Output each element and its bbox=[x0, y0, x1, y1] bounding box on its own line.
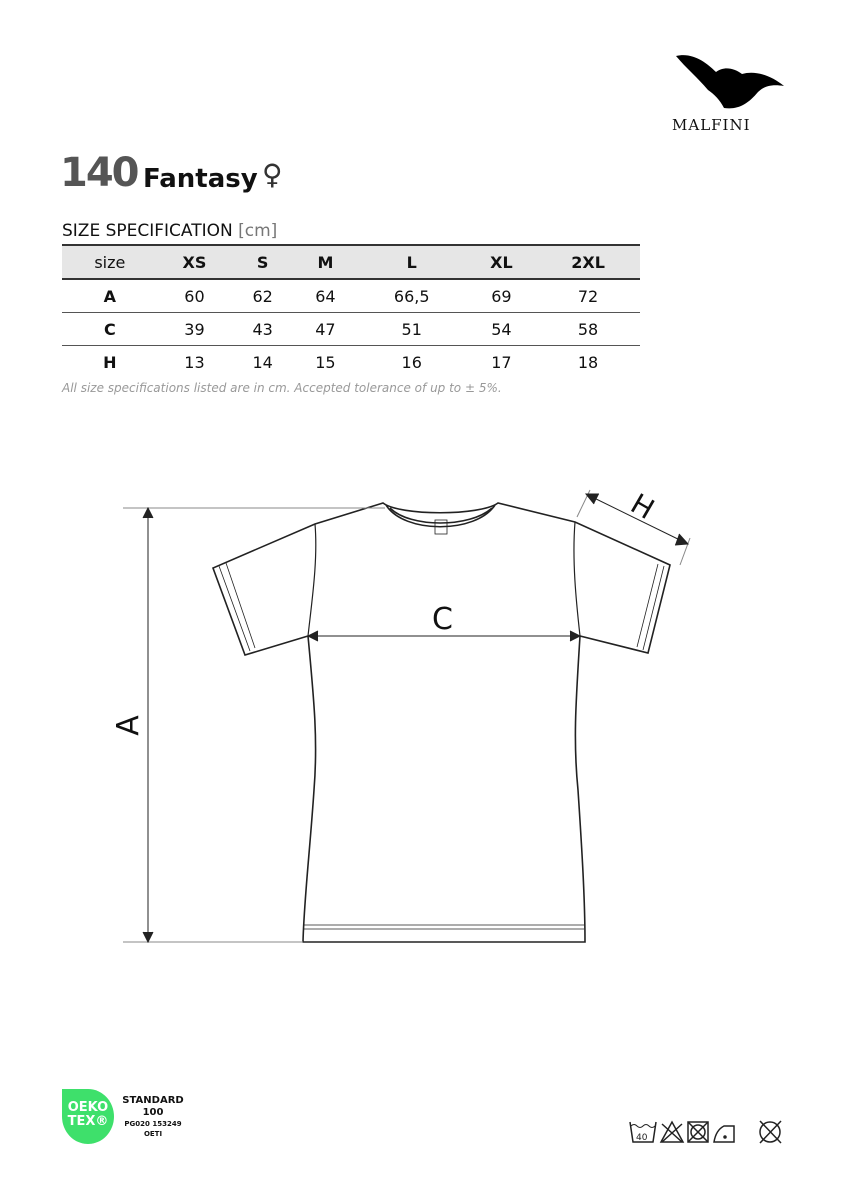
tshirt-diagram bbox=[123, 489, 691, 944]
table-cell: 51 bbox=[401, 319, 422, 339]
table-cell: 66,5 bbox=[393, 286, 430, 306]
header-cell: 2XL bbox=[571, 252, 605, 272]
header-cell: XS bbox=[182, 252, 207, 272]
dimension-label-a: A bbox=[110, 715, 146, 736]
header-cell: M bbox=[317, 252, 334, 272]
oeko-line2: TEX® bbox=[67, 1114, 109, 1129]
row-label: A bbox=[103, 286, 117, 306]
header-cell: size bbox=[94, 252, 126, 272]
table-row: A 60 62 64 66,5 69 72 bbox=[62, 279, 640, 313]
table-cell: 47 bbox=[315, 319, 336, 339]
product-code: 140 bbox=[60, 150, 139, 196]
row-label: H bbox=[103, 352, 117, 372]
table-cell: 54 bbox=[491, 319, 512, 339]
no-bleach-icon bbox=[659, 1120, 685, 1143]
table-header-row: size XS S M L XL 2XL bbox=[62, 245, 640, 279]
iron-low-icon bbox=[713, 1125, 735, 1143]
standard-number: 100 bbox=[142, 1107, 164, 1118]
table-cell: 43 bbox=[252, 319, 273, 339]
wash-40-icon: 40 bbox=[629, 1121, 657, 1143]
table-cell: 62 bbox=[252, 286, 273, 306]
table-row: C 39 43 47 51 54 58 bbox=[62, 313, 640, 346]
row-label: C bbox=[103, 319, 116, 339]
no-tumble-dry-icon bbox=[687, 1121, 709, 1143]
table-row: H 13 14 15 16 17 18 bbox=[62, 346, 640, 379]
table-cell: 39 bbox=[184, 319, 205, 339]
header-cell: L bbox=[406, 252, 417, 272]
table-cell: 17 bbox=[491, 352, 512, 372]
size-table: size XS S M L XL 2XL A 60 62 64 66,5 69 72 C 39 4… bbox=[62, 244, 640, 378]
spec-unit: [cm] bbox=[238, 221, 278, 241]
table-cell: 14 bbox=[252, 352, 273, 372]
header-cell: XL bbox=[490, 252, 513, 272]
oeko-line1: OEKO bbox=[67, 1100, 109, 1115]
table-cell: 60 bbox=[184, 286, 205, 306]
table-cell: 15 bbox=[315, 352, 336, 372]
brand-name: MALFINI bbox=[672, 116, 751, 134]
product-name: Fantasy bbox=[143, 164, 258, 194]
care-icons: 40 bbox=[629, 1120, 782, 1144]
table-cell: 13 bbox=[184, 352, 205, 372]
no-dry-clean-icon bbox=[759, 1120, 782, 1144]
table-cell: 58 bbox=[577, 319, 599, 339]
spec-title: SIZE SPECIFICATION [cm] bbox=[62, 221, 277, 241]
svg-text:40: 40 bbox=[636, 1133, 648, 1143]
tshirt-outline bbox=[211, 502, 671, 943]
header-cell: S bbox=[256, 252, 269, 272]
table-cell: 72 bbox=[577, 286, 599, 306]
dimension-label-c: C bbox=[432, 602, 453, 637]
certificate-institute: OETI bbox=[143, 1130, 163, 1138]
eagle-icon bbox=[676, 55, 784, 109]
table-cell: 69 bbox=[491, 286, 512, 306]
tolerance-note: All size specifications listed are in cm… bbox=[62, 381, 502, 395]
table-cell: 18 bbox=[577, 352, 599, 372]
standard-label: STANDARD bbox=[122, 1095, 184, 1106]
spec-title-text: SIZE SPECIFICATION bbox=[62, 221, 233, 241]
table-cell: 16 bbox=[401, 352, 422, 372]
female-icon: ♀ bbox=[262, 158, 283, 191]
oeko-tex-logo: OEKO TEX® bbox=[62, 1089, 114, 1144]
dimension-lines bbox=[123, 489, 691, 944]
table-cell: 64 bbox=[315, 286, 336, 306]
certificate-code: PG020 153249 bbox=[124, 1120, 182, 1128]
oeko-tex-info: STANDARD 100 PG020 153249 OETI bbox=[118, 1095, 188, 1139]
